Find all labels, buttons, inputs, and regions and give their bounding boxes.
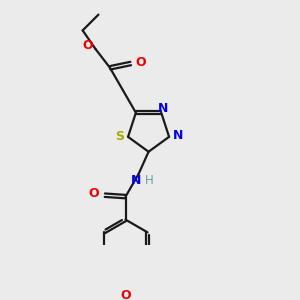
- Text: N: N: [131, 174, 141, 187]
- Text: O: O: [120, 289, 131, 300]
- Text: O: O: [136, 56, 146, 69]
- Text: S: S: [115, 130, 124, 143]
- Text: H: H: [145, 174, 154, 187]
- Text: N: N: [172, 129, 183, 142]
- Text: O: O: [82, 39, 93, 52]
- Text: N: N: [158, 102, 168, 115]
- Text: O: O: [88, 187, 99, 200]
